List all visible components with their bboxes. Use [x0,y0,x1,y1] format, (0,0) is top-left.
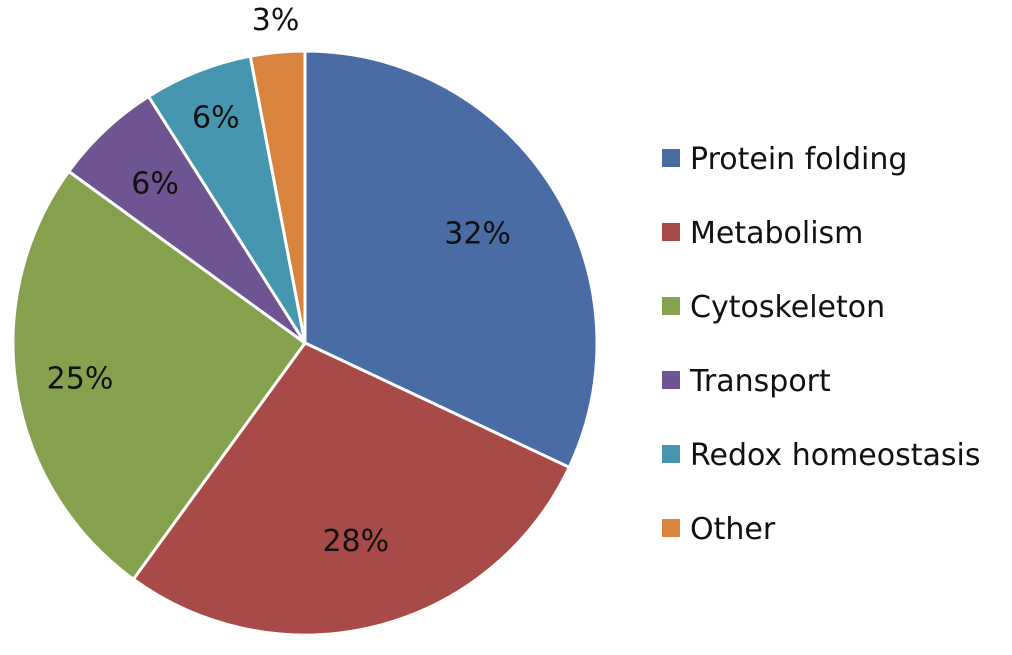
pie-slice-metabolism [131,341,571,637]
slice-label-cytoskeleton: 25% [47,362,114,397]
slice-label-metabolism: 28% [322,524,389,559]
legend-label-transport: Transport [689,364,831,399]
legend-item-transport: Transport [662,364,831,399]
slice-label-protein-folding: 32% [444,217,511,252]
legend-swatch-metabolism [662,223,680,241]
slice-label-transport: 6% [131,166,179,201]
legend-item-redox-homeostasis: Redox homeostasis [662,438,981,473]
legend-label-metabolism: Metabolism [690,216,863,251]
legend-label-other: Other [690,512,776,547]
legend-label-cytoskeleton: Cytoskeleton [690,290,885,325]
legend-item-protein-folding: Protein folding [662,142,907,177]
legend: Protein folding Metabolism Cytoskeleton Tra… [662,142,981,547]
legend-swatch-cytoskeleton [662,297,680,315]
legend-label-protein-folding: Protein folding [690,142,907,177]
legend-swatch-other [662,519,680,537]
legend-swatch-redox-homeostasis [662,445,680,463]
legend-swatch-transport [662,371,680,389]
legend-item-other: Other [662,512,776,547]
legend-swatch-protein-folding [662,149,680,167]
pie-slice-protein-folding [303,49,599,469]
pie-slice-other [248,49,307,345]
pie-slice-labels: 32% 28% 25% 6% 6% 3% [47,3,511,559]
legend-label-redox-homeostasis: Redox homeostasis [690,438,981,473]
pie-slice-cytoskeleton [11,169,307,581]
legend-item-metabolism: Metabolism [662,216,863,251]
pie-slices [11,49,599,637]
legend-item-cytoskeleton: Cytoskeleton [662,290,885,325]
slice-label-redox-homeostasis: 6% [192,101,240,136]
slice-label-other: 3% [252,3,300,38]
